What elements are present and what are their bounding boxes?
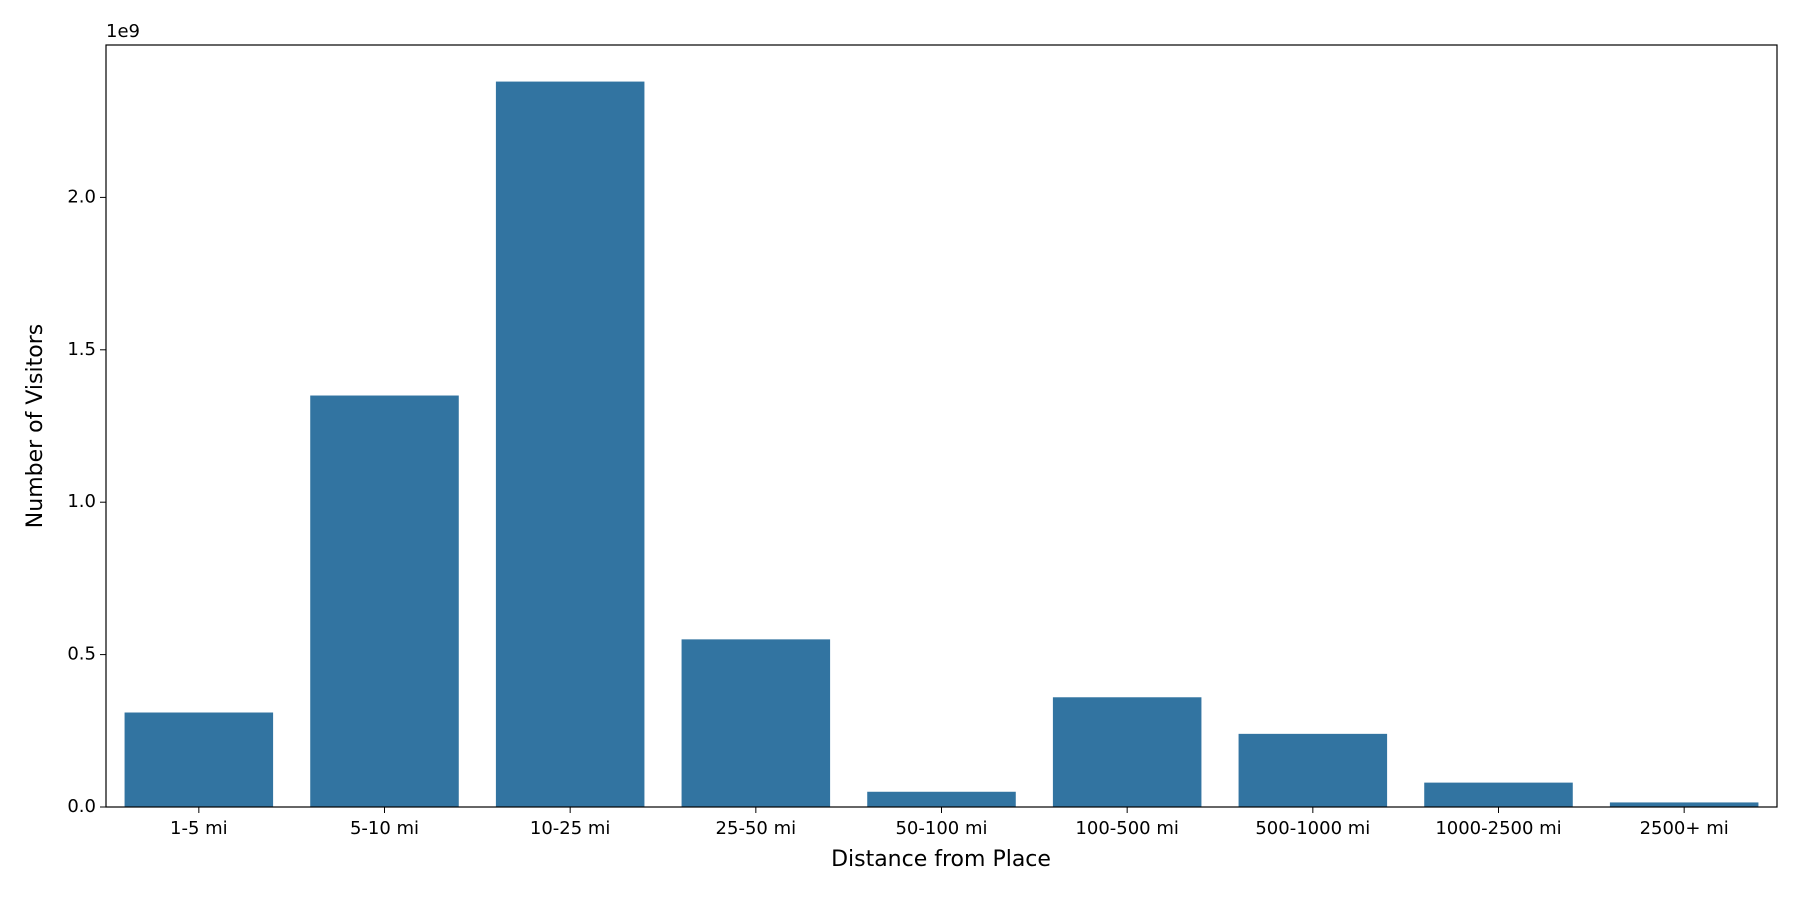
bar	[681, 639, 831, 807]
x-tick-label: 25-50 mi	[716, 818, 797, 839]
y-axis-title: Number of Visitors	[23, 324, 48, 528]
x-tick-label: 500-1000 mi	[1255, 818, 1370, 839]
bar	[1238, 733, 1388, 807]
bar	[1609, 802, 1759, 807]
bar	[1424, 782, 1573, 807]
y-tick-label: 2.0	[67, 186, 96, 207]
y-tick-label: 1.0	[67, 491, 96, 512]
x-tick-label: 1000-2500 mi	[1435, 818, 1561, 839]
x-tick-label: 2500+ mi	[1640, 818, 1729, 839]
x-tick-label: 100-500 mi	[1075, 818, 1178, 839]
bar	[867, 791, 1016, 807]
y-tick-label: 1.5	[67, 339, 96, 360]
plot-frame	[105, 44, 1778, 808]
bar	[495, 81, 645, 808]
bar	[1052, 697, 1202, 807]
y-tick-label: 0.5	[67, 644, 96, 665]
bar	[124, 712, 274, 807]
x-tick-label: 10-25 mi	[530, 818, 611, 839]
bar	[310, 395, 459, 807]
x-tick-label: 1-5 mi	[170, 818, 228, 839]
x-axis-title: Distance from Place	[831, 847, 1051, 872]
x-tick-label: 50-100 mi	[895, 818, 987, 839]
x-tick-label: 5-10 mi	[350, 818, 419, 839]
y-tick-label: 0.0	[67, 796, 96, 817]
y-offset-label: 1e9	[106, 21, 140, 42]
